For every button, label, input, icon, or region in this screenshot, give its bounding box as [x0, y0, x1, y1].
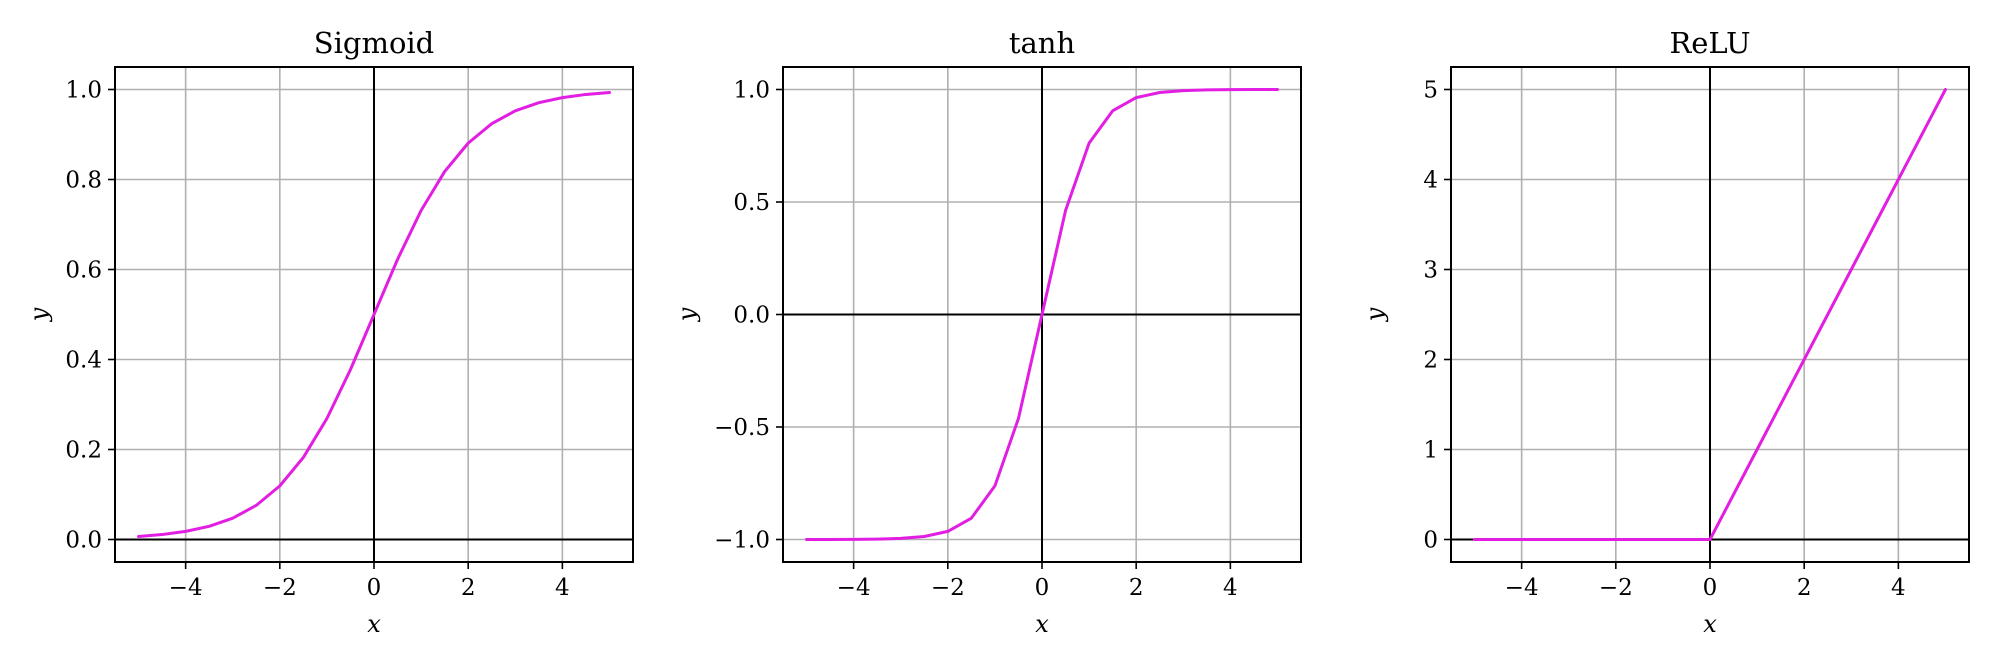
x-tick-label: −4: [837, 575, 871, 601]
y-tick-label: −1.0: [714, 528, 770, 554]
y-tick-label: 0.0: [65, 528, 102, 554]
y-tick-label: 0.5: [733, 190, 770, 216]
y-tick-label: 3: [1423, 258, 1438, 284]
y-axis-label: y: [1361, 307, 1389, 322]
y-axis-label: y: [673, 307, 701, 322]
y-tick-label: 0.0: [733, 303, 770, 329]
y-tick-label: 0.4: [65, 348, 102, 374]
y-tick-label: 1.0: [733, 78, 770, 104]
y-tick-label: 0: [1423, 528, 1438, 554]
y-tick-label: 1: [1423, 438, 1438, 464]
chart-title: ReLU: [1669, 26, 1750, 60]
x-tick-label: −2: [263, 575, 297, 601]
x-tick-label: −4: [1505, 575, 1539, 601]
y-tick-label: 1.0: [65, 78, 102, 104]
y-tick-label: 5: [1423, 78, 1438, 104]
x-tick-label: 2: [1797, 575, 1812, 601]
y-tick-label: 0.2: [65, 438, 102, 464]
chart-title: Sigmoid: [314, 26, 435, 60]
series-line-relu: [1473, 88, 1947, 541]
x-tick-label: 0: [1703, 575, 1718, 601]
x-tick-label: −2: [1599, 575, 1633, 601]
series-line-sigmoid: [137, 91, 611, 538]
y-axis-label: y: [25, 307, 53, 322]
x-axis-label: x: [367, 610, 381, 638]
x-tick-label: 4: [1891, 575, 1906, 601]
panel-relu: −4 −2 0 2 4 0 1 2 3 4 5 ReLU x y: [1361, 26, 1970, 638]
panel-sigmoid: −4 −2 0 2 4 0.0 0.2 0.4 0.6 0.8 1.0 Sigmoid x y: [25, 26, 634, 638]
series-line-tanh: [805, 88, 1279, 541]
y-tick-label: −0.5: [714, 415, 770, 441]
y-tick-label: 4: [1423, 168, 1438, 194]
x-tick-label: 2: [461, 575, 476, 601]
x-tick-label: 4: [1223, 575, 1238, 601]
x-tick-label: 0: [1035, 575, 1050, 601]
chart-title: tanh: [1009, 26, 1075, 60]
x-tick-label: 0: [367, 575, 382, 601]
panel-tanh: −4 −2 0 2 4 −1.0 −0.5 0.0 0.5 1.0 tanh x y: [673, 26, 1302, 638]
x-tick-label: −2: [931, 575, 965, 601]
x-tick-label: −4: [169, 575, 203, 601]
y-tick-label: 0.8: [65, 168, 102, 194]
x-tick-label: 4: [555, 575, 570, 601]
y-tick-label: 0.6: [65, 258, 102, 284]
x-axis-label: x: [1035, 610, 1049, 638]
x-axis-label: x: [1703, 610, 1717, 638]
x-tick-label: 2: [1129, 575, 1144, 601]
y-tick-label: 2: [1423, 348, 1438, 374]
